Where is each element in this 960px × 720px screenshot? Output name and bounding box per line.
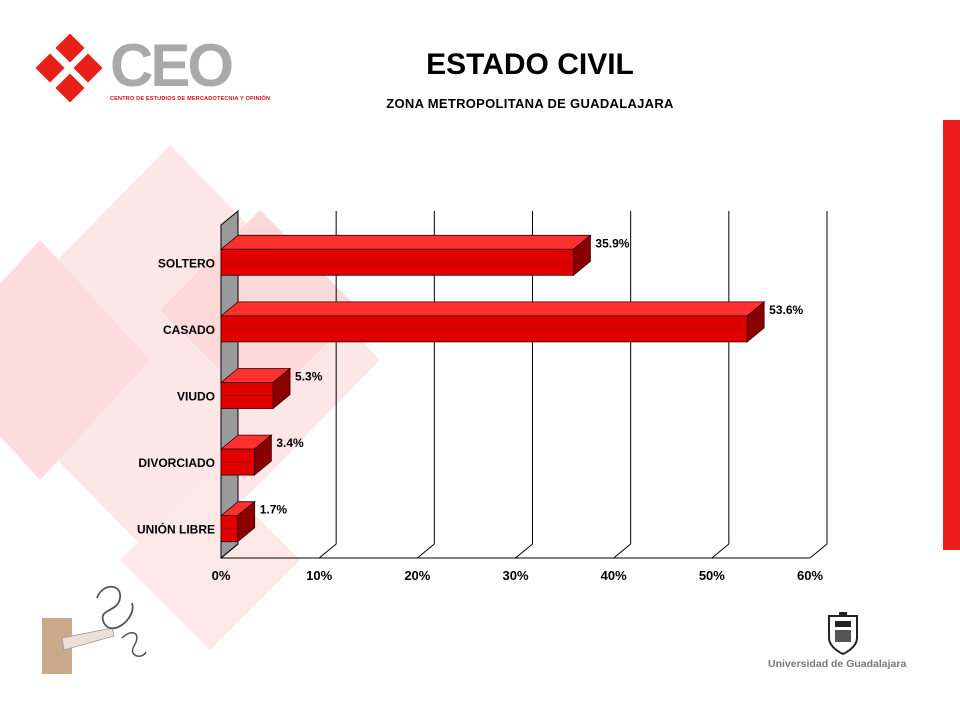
x-gridline-floor [515,543,533,559]
page-title: ESTADO CIVIL [426,48,634,81]
category-label: VIUDO [177,390,215,404]
x-tick-label: 50% [699,568,725,583]
ceo-logo-text: CEO [110,32,234,99]
x-gridline-floor [417,543,435,559]
category-label: DIVORCIADO [138,456,215,470]
data-label: 1.7% [260,503,288,517]
x-tick-label: 10% [306,568,332,583]
x-gridline-floor [809,543,828,559]
data-label: 5.3% [295,370,323,384]
x-gridline-floor [220,543,239,559]
x-tick-label: 0% [212,568,231,583]
ceo-logo-mark-icon [32,30,106,106]
university-crest-icon [828,612,858,656]
x-tick-label: 40% [601,568,627,583]
x-gridline-floor [711,543,730,559]
x-gridline-floor [613,543,631,559]
chart-bars [219,234,766,543]
data-label: 3.4% [276,436,304,450]
data-label: 53.6% [769,303,803,317]
bar-top-face [219,301,766,317]
ceo-logo: CEO CENTRO DE ESTUDIOS DE MERCADOTECNIA … [30,30,270,115]
category-label: SOLTERO [158,256,215,270]
right-red-stripe [943,120,960,550]
chart-labels: 0% 10% 20% 30% 40% 50% 60% SOLTERO 35.9% CASADO 53… [137,236,823,583]
university-logo: Universidad de Guadalajara [768,612,918,674]
x-tick-label: 60% [797,568,823,583]
data-label: 35.9% [595,236,629,250]
x-tick-label: 30% [502,568,528,583]
ceo-logo-tagline: CENTRO DE ESTUDIOS DE MERCADOTECNIA Y OP… [110,96,271,102]
category-label: UNIÓN LIBRE [137,522,215,537]
x-gridline-floor [318,543,337,559]
signature-illustration-icon [42,585,147,674]
category-label: CASADO [163,323,215,337]
university-name: Universidad de Guadalajara [768,658,907,670]
x-tick-label: 20% [404,568,430,583]
bar-top-face [219,234,592,250]
page-subtitle: ZONA METROPOLITANA DE GUADALAJARA [386,96,674,111]
